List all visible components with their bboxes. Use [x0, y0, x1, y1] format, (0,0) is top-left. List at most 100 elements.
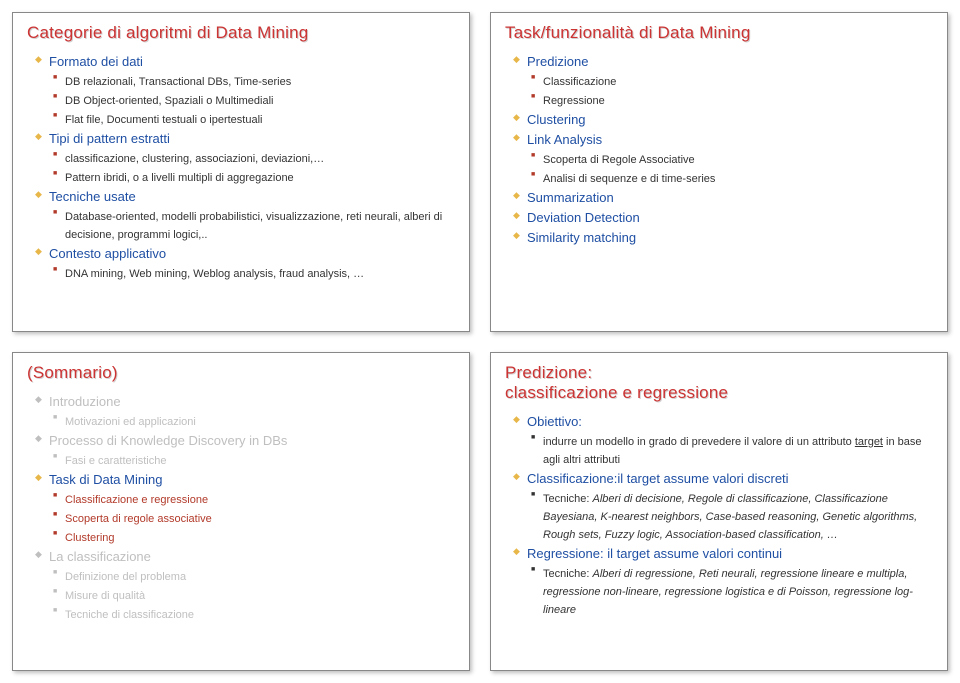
list-item: Formato dei dati DB relazionali, Transact…: [35, 53, 455, 128]
list-item: Similarity matching: [513, 229, 933, 247]
slide-tr-list: Predizione Classificazione Regressione Clus…: [513, 53, 933, 247]
sub-list-item-label: Definizione del problema: [65, 571, 186, 583]
sub-list-item: Scoperta di regole associative: [53, 509, 455, 527]
list-item: Task di Data Mining Classificazione e reg…: [35, 471, 455, 546]
sub-list-item-label: Motivazioni ed applicazioni: [65, 416, 196, 428]
sub-list: Scoperta di Regole Associative Analisi di…: [531, 150, 933, 187]
list-item-label: Contesto applicativo: [49, 246, 166, 261]
sub-list: indurre un modello in grado di prevedere…: [531, 432, 933, 468]
list-item: Classificazione:il target assume valori …: [513, 470, 933, 543]
list-item-label: Link Analysis: [527, 132, 602, 147]
list-item: Link Analysis Scoperta di Regole Associat…: [513, 131, 933, 187]
sub-list-item-label: Classificazione e regressione: [65, 494, 208, 506]
sub-list-item: Scoperta di Regole Associative: [531, 150, 933, 168]
list-item: Clustering: [513, 111, 933, 129]
sub-list-item-label: Pattern ibridi, o a livelli multipli di …: [65, 172, 294, 184]
sub-list-item-label: classificazione, clustering, associazion…: [65, 153, 324, 165]
list-item-label: Similarity matching: [527, 230, 636, 245]
slide-tr: Task/funzionalità di Data Mining Predizi…: [490, 12, 948, 332]
sub-list: Classificazione Regressione: [531, 72, 933, 109]
list-item-label: Processo di Knowledge Discovery in DBs: [49, 433, 287, 448]
sub-list-item-label: Tecniche: Alberi di decisione, Regole di…: [543, 493, 917, 541]
list-item: Predizione Classificazione Regressione: [513, 53, 933, 109]
slide-bl: (Sommario) IntroduzioneMotivazioni ed ap…: [12, 352, 470, 672]
sub-list-item: DB Object-oriented, Spaziali o Multimedi…: [53, 91, 455, 109]
slide-tl-title: Categorie di algoritmi di Data Mining: [27, 23, 455, 43]
list-item-label: Task di Data Mining: [49, 472, 162, 487]
slide-tl: Categorie di algoritmi di Data Mining Fo…: [12, 12, 470, 332]
list-item-label: Formato dei dati: [49, 54, 143, 69]
sub-list-item: Pattern ibridi, o a livelli multipli di …: [53, 168, 455, 186]
list-item-label: Obiettivo:: [527, 414, 582, 429]
list-item: Contesto applicativo DNA mining, Web mini…: [35, 245, 455, 282]
list-item: Processo di Knowledge Discovery in DBs Fa…: [35, 432, 455, 469]
sub-list-item-label: Classificazione: [543, 76, 616, 88]
sub-list-item: Misure di qualità: [53, 586, 455, 604]
sub-list-item-label: Fasi e caratteristiche: [65, 455, 166, 467]
slide-grid: Categorie di algoritmi di Data Mining Fo…: [12, 12, 948, 671]
sub-list: Definizione del problema Misure di qualit…: [53, 567, 455, 623]
sub-list: Tecniche: Alberi di regressione, Reti ne…: [531, 564, 933, 618]
sub-list-item-label: Analisi di sequenze e di time-series: [543, 173, 715, 185]
sub-list-item: Database-oriented, modelli probabilistic…: [53, 207, 455, 243]
sub-list-item: Definizione del problema: [53, 567, 455, 585]
sub-list-item-label: DB Object-oriented, Spaziali o Multimedi…: [65, 95, 273, 107]
sub-list: Motivazioni ed applicazioni: [53, 412, 455, 430]
sub-list-item: Tecniche: Alberi di regressione, Reti ne…: [531, 564, 933, 618]
list-item-label: Deviation Detection: [527, 210, 640, 225]
sub-list-item: Tecniche di classificazione: [53, 605, 455, 623]
sub-list-item: Flat file, Documenti testuali o ipertest…: [53, 110, 455, 128]
sub-list-item: Regressione: [531, 91, 933, 109]
sub-list: Database-oriented, modelli probabilistic…: [53, 207, 455, 243]
slide-br-list: Obiettivo: indurre un modello in grado di…: [513, 413, 933, 618]
sub-list-item: indurre un modello in grado di prevedere…: [531, 432, 933, 468]
list-item-label: Regressione: il target assume valori con…: [527, 546, 782, 561]
slide-tl-list: Formato dei dati DB relazionali, Transact…: [35, 53, 455, 282]
sub-list: Tecniche: Alberi di decisione, Regole di…: [531, 489, 933, 543]
slide-br: Predizione:classificazione e regressione…: [490, 352, 948, 672]
list-item-label: Tecniche usate: [49, 189, 136, 204]
sub-list-item-label: Scoperta di regole associative: [65, 513, 212, 525]
sub-list-item-label: Tecniche: Alberi di regressione, Reti ne…: [543, 568, 913, 616]
sub-list-item-label: Clustering: [65, 532, 115, 544]
sub-list-item: DB relazionali, Transactional DBs, Time-…: [53, 72, 455, 90]
sub-list-item: DNA mining, Web mining, Weblog analysis,…: [53, 264, 455, 282]
list-item-label: Summarization: [527, 190, 614, 205]
slide-br-title: Predizione:classificazione e regressione: [505, 363, 933, 403]
sub-list-item: Clustering: [53, 528, 455, 546]
sub-list: DB relazionali, Transactional DBs, Time-…: [53, 72, 455, 128]
sub-list-item: Classificazione e regressione: [53, 490, 455, 508]
list-item-label: Predizione: [527, 54, 588, 69]
list-item: Tecniche usate Database-oriented, modelli…: [35, 188, 455, 243]
sub-list-item-label: indurre un modello in grado di prevedere…: [543, 436, 922, 466]
list-item-label: Tipi di pattern estratti: [49, 131, 170, 146]
sub-list-item-label: Tecniche di classificazione: [65, 609, 194, 621]
list-item: Obiettivo: indurre un modello in grado di…: [513, 413, 933, 468]
sub-list: Classificazione e regressione Scoperta di…: [53, 490, 455, 546]
slide-bl-list: Introduzione Motivazioni ed applicazioni P…: [35, 393, 455, 623]
sub-list-item-label: Misure di qualità: [65, 590, 145, 602]
sub-list-item: Analisi di sequenze e di time-series: [531, 169, 933, 187]
list-item: Introduzione Motivazioni ed applicazioni: [35, 393, 455, 430]
sub-list-item-label: Flat file, Documenti testuali o ipertest…: [65, 114, 262, 126]
list-item: Deviation Detection: [513, 209, 933, 227]
list-item: Summarization: [513, 189, 933, 207]
sub-list-item: Fasi e caratteristiche: [53, 451, 455, 469]
list-item-label: Clustering: [527, 112, 586, 127]
sub-list-item: Tecniche: Alberi di decisione, Regole di…: [531, 489, 933, 543]
sub-list: Fasi e caratteristiche: [53, 451, 455, 469]
sub-list-item: Motivazioni ed applicazioni: [53, 412, 455, 430]
list-item: La classificazione Definizione del proble…: [35, 548, 455, 623]
sub-list-item-label: Database-oriented, modelli probabilistic…: [65, 211, 442, 241]
sub-list-item: Classificazione: [531, 72, 933, 90]
sub-list: DNA mining, Web mining, Weblog analysis,…: [53, 264, 455, 282]
sub-list-item-label: Scoperta di Regole Associative: [543, 154, 695, 166]
sub-list-item-label: DNA mining, Web mining, Weblog analysis,…: [65, 268, 364, 280]
list-item-label: Classificazione:il target assume valori …: [527, 471, 789, 486]
list-item-label: La classificazione: [49, 549, 151, 564]
list-item: Tipi di pattern estratti classificazione,…: [35, 130, 455, 186]
sub-list-item: classificazione, clustering, associazion…: [53, 149, 455, 167]
sub-list-item-label: DB relazionali, Transactional DBs, Time-…: [65, 76, 291, 88]
sub-list-item-label: Regressione: [543, 95, 605, 107]
list-item-label: Introduzione: [49, 394, 121, 409]
